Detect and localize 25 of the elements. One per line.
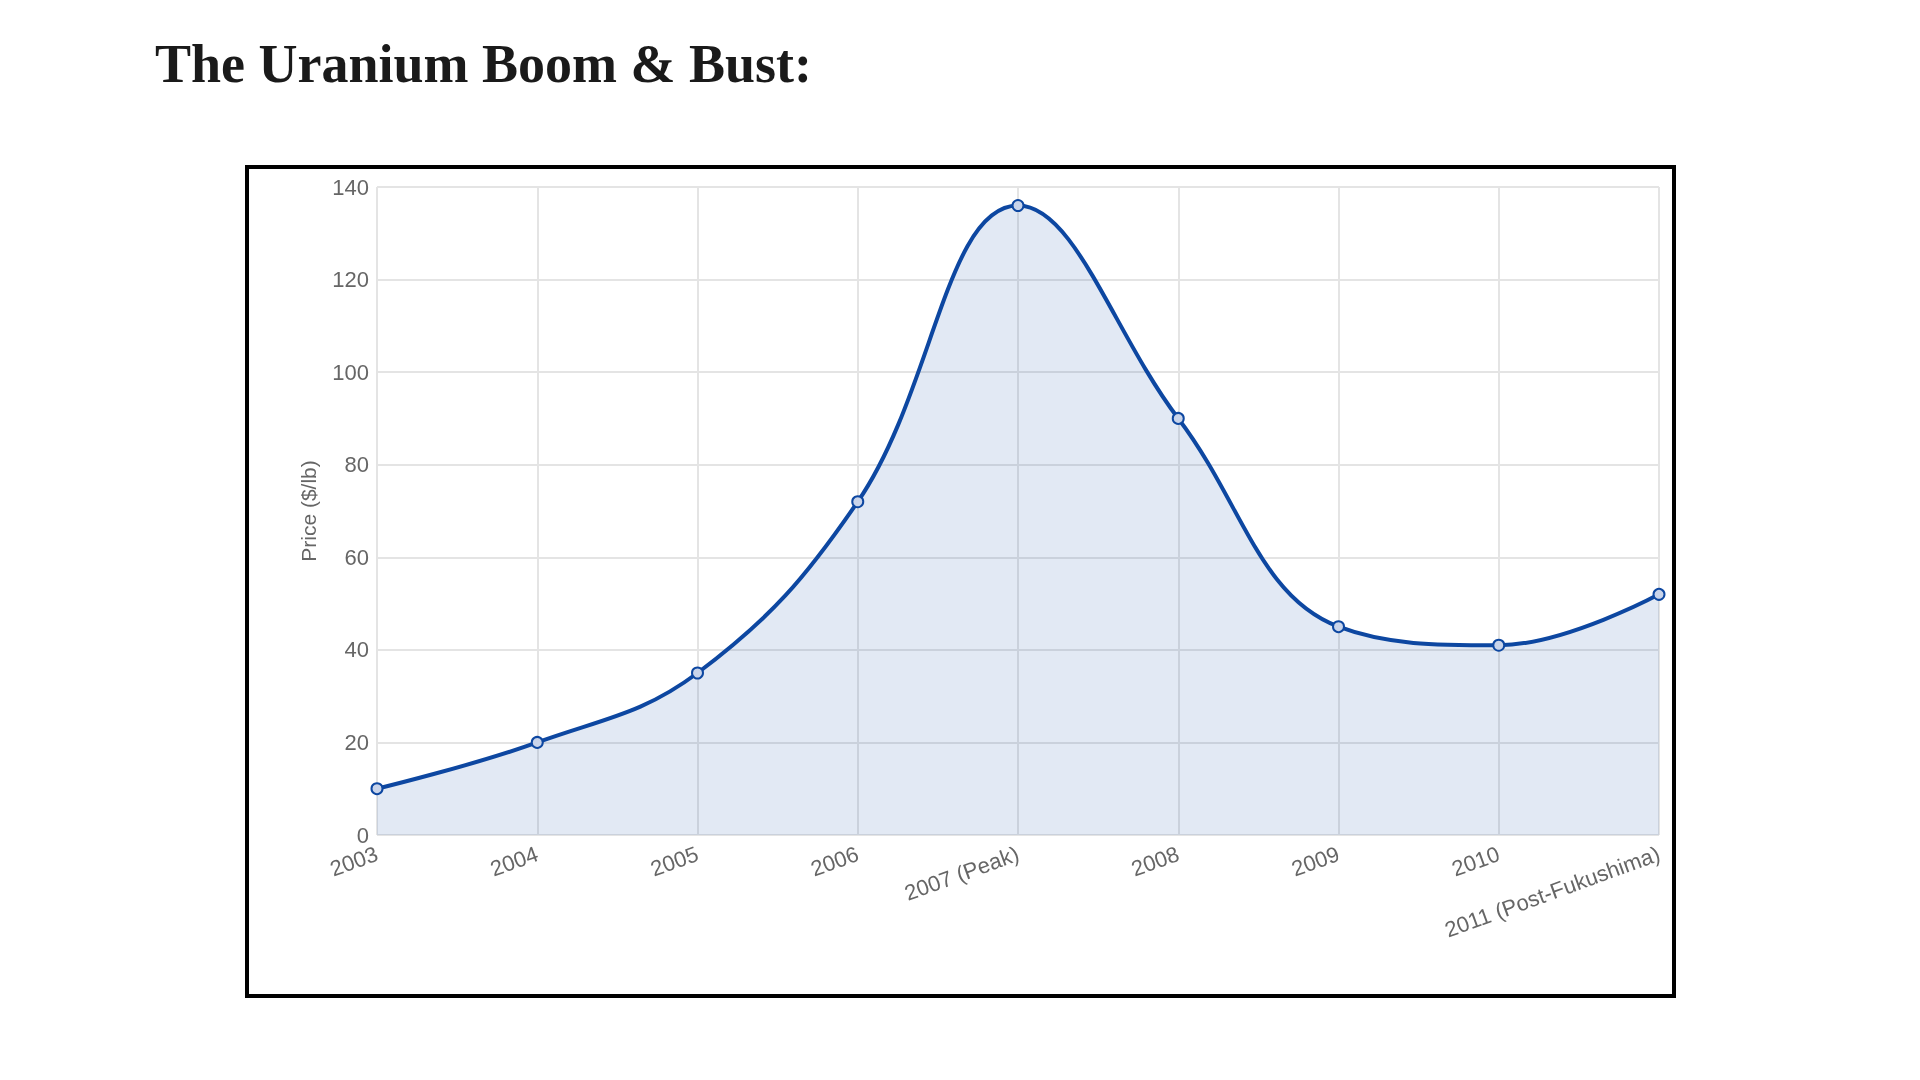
x-tick-label: 2010	[1448, 841, 1504, 882]
point	[851, 495, 865, 509]
y-tick-label: 60	[344, 544, 369, 570]
y-tick-label: 20	[344, 729, 369, 755]
x-tick-label: 2009	[1288, 841, 1343, 882]
y-axis-title: Price ($/lb)	[297, 460, 320, 562]
x-tick-label: 2008	[1127, 841, 1183, 882]
y-tick-label: 120	[332, 267, 369, 293]
point	[691, 666, 704, 680]
point	[1171, 411, 1185, 425]
x-tick-label: 2005	[647, 841, 702, 882]
y-tick-label: 40	[344, 637, 369, 663]
point	[1492, 638, 1506, 652]
point	[1011, 199, 1025, 213]
x-tick-label: 2004	[486, 841, 542, 882]
y-tick-label: 0	[356, 822, 369, 848]
y-tick-label: 80	[344, 452, 369, 478]
point	[530, 735, 544, 749]
point	[370, 782, 384, 796]
x-tick-label: 2006	[807, 841, 863, 882]
point	[1332, 620, 1345, 634]
point	[1652, 587, 1666, 601]
y-tick-label: 140	[332, 174, 369, 200]
chart-title: The Uranium Boom & Bust:	[155, 34, 813, 94]
y-tick-label: 100	[332, 359, 369, 385]
